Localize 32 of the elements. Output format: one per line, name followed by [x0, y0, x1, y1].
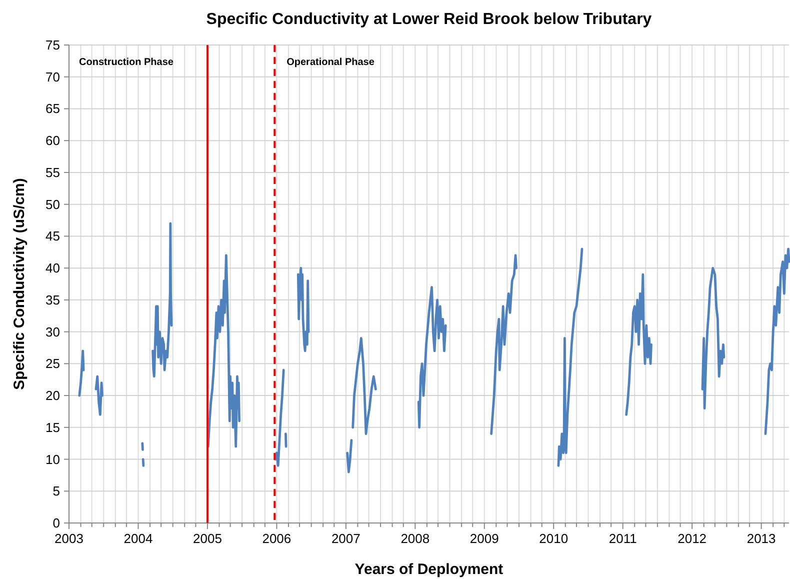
y-tick-label: 35: [46, 292, 60, 308]
x-tick-label: 2003: [54, 531, 84, 546]
x-tick-label: 2011: [608, 531, 637, 546]
y-tick-label: 70: [46, 69, 60, 84]
x-tick-label: 2005: [193, 531, 222, 546]
y-axis-title: Specific Conductivity (uS/cm): [11, 178, 28, 390]
y-tick-label: 0: [52, 516, 60, 530]
x-tick-label: 2004: [124, 531, 153, 546]
y-tick-label: 5: [52, 484, 60, 499]
y-tick-label: 15: [46, 420, 60, 435]
x-tick-label: 2007: [331, 531, 360, 546]
x-tick-label: 2012: [678, 531, 707, 546]
x-tick-label: 2008: [400, 531, 430, 546]
y-tick-label: 75: [46, 38, 60, 52]
x-tick-label: 2006: [262, 531, 292, 546]
y-tick-label: 55: [46, 164, 60, 180]
y-tick-label: 25: [46, 356, 60, 372]
y-tick-label: 50: [46, 196, 60, 212]
annotation: Construction Phase: [79, 57, 174, 68]
x-tick-label: 2010: [539, 531, 568, 546]
y-tick-label: 60: [46, 133, 60, 148]
chart-title: Specific Conductivity at Lower Reid Brook below Tributary: [206, 11, 652, 28]
y-tick-label: 45: [46, 228, 60, 244]
x-tick-label: 2009: [470, 531, 499, 546]
y-tick-label: 10: [46, 452, 60, 467]
y-tick-label: 20: [46, 388, 60, 404]
y-tick-label: 65: [46, 101, 60, 116]
y-tick-label: 40: [46, 260, 60, 276]
ref-line-label: Operational Phase: [286, 57, 375, 68]
x-axis-title: Years of Deployment: [354, 561, 504, 578]
y-tick-label: 30: [46, 324, 60, 340]
x-tick-label: 2013: [746, 531, 776, 546]
